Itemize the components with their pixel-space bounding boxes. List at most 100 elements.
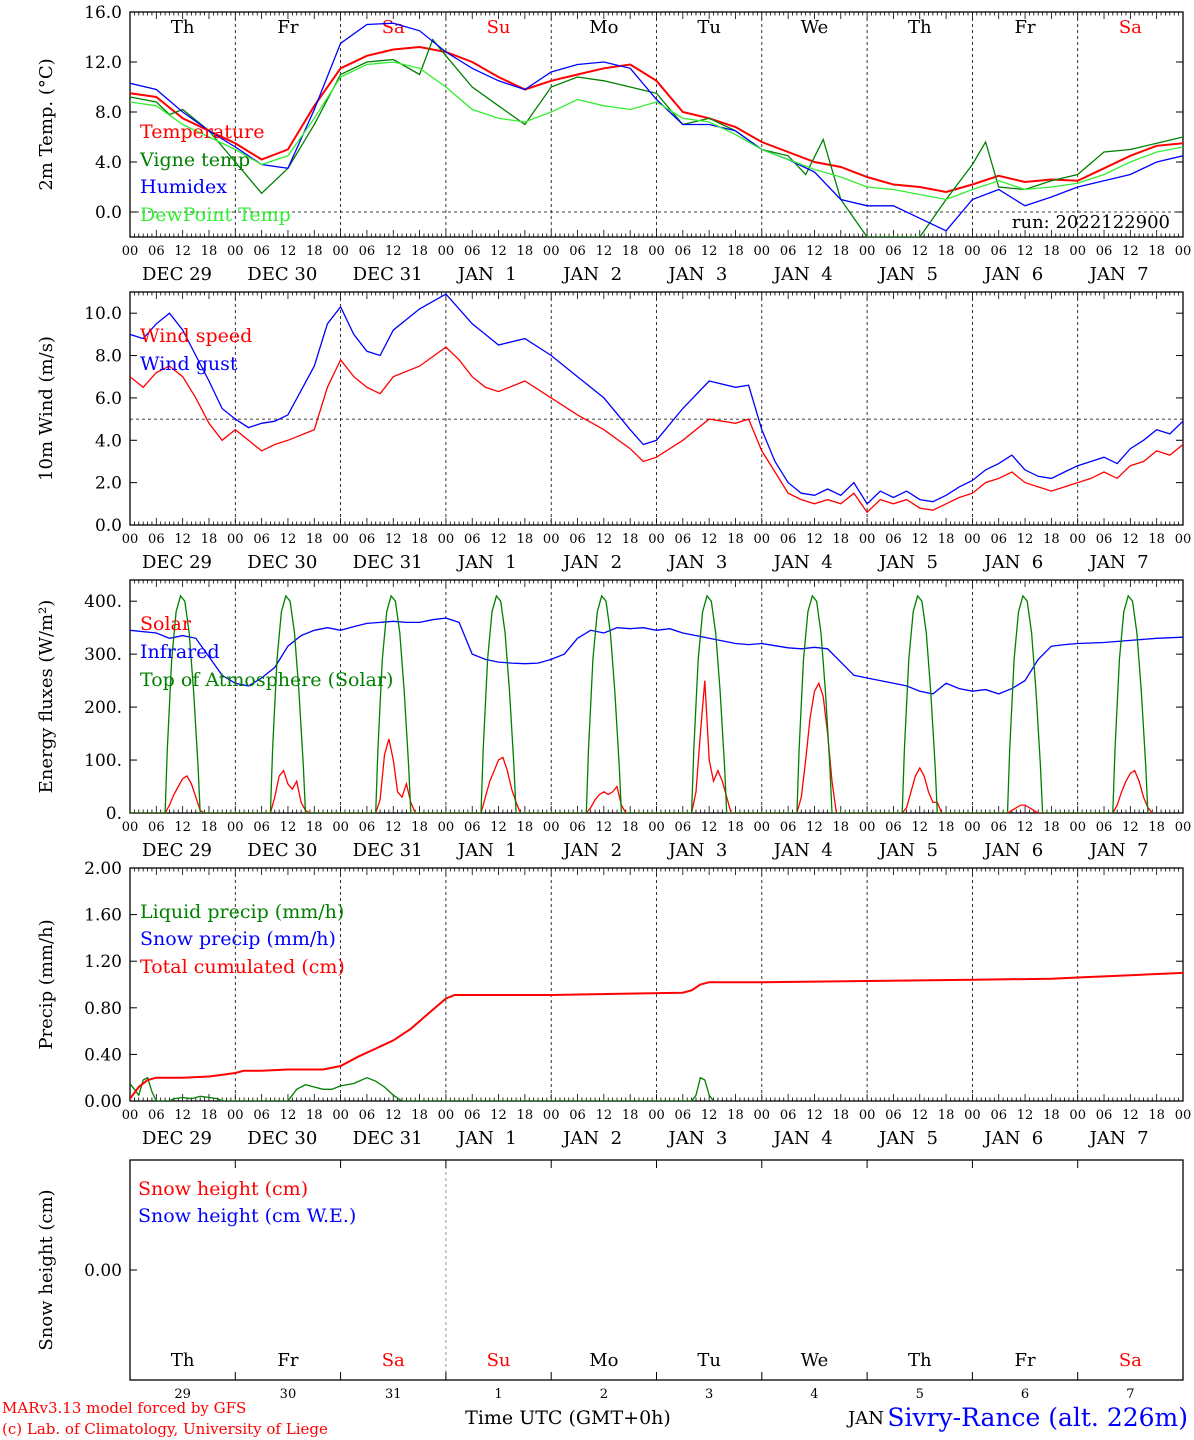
hour-tick-label: 00 bbox=[648, 1108, 665, 1123]
hour-tick-label: 18 bbox=[833, 244, 850, 259]
hour-tick-label: 18 bbox=[833, 532, 850, 547]
hour-tick-label: 18 bbox=[938, 820, 955, 835]
date-label: DEC 31 bbox=[353, 840, 423, 861]
hour-tick-label: 06 bbox=[464, 820, 481, 835]
panel-3: 0. 100. 200. 300. 400. Energy fluxes (W/m²) 00… bbox=[36, 579, 1192, 861]
hour-tick-label: 18 bbox=[622, 532, 639, 547]
x-axis-title: Time UTC (GMT+0h) bbox=[465, 1407, 671, 1429]
legend-entry: Snow precip (mm/h) bbox=[140, 928, 336, 950]
hour-tick-label: 00 bbox=[332, 532, 349, 547]
hour-tick-label: 00 bbox=[1175, 244, 1192, 259]
hour-tick-label: 12 bbox=[174, 532, 191, 547]
weekday-label: Tu bbox=[697, 17, 721, 38]
hour-tick-label: 18 bbox=[411, 820, 428, 835]
hour-tick-label: 00 bbox=[332, 244, 349, 259]
weekday-label: Sa bbox=[1119, 1350, 1142, 1371]
legend-entry: Solar bbox=[140, 613, 192, 635]
hour-tick-label: 06 bbox=[675, 820, 692, 835]
hour-tick-label: 00 bbox=[227, 1108, 244, 1123]
hour-tick-label: 18 bbox=[727, 1108, 744, 1123]
hour-tick-label: 06 bbox=[780, 820, 797, 835]
hour-tick-label: 06 bbox=[569, 820, 586, 835]
hour-tick-label: 06 bbox=[253, 1108, 270, 1123]
y-tick-label: 6.0 bbox=[95, 389, 122, 409]
hour-tick-label: 00 bbox=[1069, 244, 1086, 259]
y-tick-label: 1.60 bbox=[84, 906, 122, 926]
hour-tick-label: 12 bbox=[280, 532, 297, 547]
date-label: JAN 5 bbox=[877, 552, 938, 573]
hour-tick-label: 12 bbox=[385, 820, 402, 835]
hour-tick-label: 12 bbox=[1017, 532, 1034, 547]
hour-tick-label: 06 bbox=[253, 244, 270, 259]
legend-entry: Total cumulated (cm) bbox=[140, 956, 345, 978]
date-label: JAN 2 bbox=[561, 840, 622, 861]
weekday-label: Su bbox=[487, 17, 511, 38]
day-number-label: 29 bbox=[174, 1387, 191, 1402]
hour-tick-label: 12 bbox=[911, 244, 928, 259]
hour-tick-label: 18 bbox=[1043, 820, 1060, 835]
hour-tick-label: 12 bbox=[911, 1108, 928, 1123]
hour-tick-label: 06 bbox=[1096, 532, 1113, 547]
weekday-label: Th bbox=[171, 1350, 195, 1371]
hour-tick-label: 00 bbox=[122, 820, 139, 835]
hour-tick-label: 12 bbox=[490, 532, 507, 547]
hour-tick-label: 00 bbox=[1069, 1108, 1086, 1123]
hour-tick-label: 12 bbox=[596, 1108, 613, 1123]
hour-tick-label: 12 bbox=[806, 244, 823, 259]
legend-entry: Wind gust bbox=[140, 353, 238, 375]
hour-tick-label: 00 bbox=[227, 532, 244, 547]
hour-tick-label: 06 bbox=[885, 820, 902, 835]
hour-tick-label: 00 bbox=[1175, 1108, 1192, 1123]
y-tick-label: 4.0 bbox=[95, 153, 122, 173]
hour-tick-label: 06 bbox=[675, 532, 692, 547]
y-tick-label: 200. bbox=[84, 698, 122, 718]
date-label: JAN 6 bbox=[982, 840, 1043, 861]
station-title: Sivry-Rance (alt. 226m) bbox=[887, 1403, 1188, 1432]
hour-tick-label: 06 bbox=[253, 820, 270, 835]
hour-tick-label: 18 bbox=[411, 1108, 428, 1123]
weekday-label: Mo bbox=[589, 17, 618, 38]
hour-tick-label: 06 bbox=[464, 1108, 481, 1123]
day-number-label: 2 bbox=[600, 1387, 608, 1402]
y-axis-title: 2m Temp. (°C) bbox=[36, 58, 57, 190]
y-tick-label: 0.00 bbox=[84, 1261, 122, 1281]
hour-tick-label: 12 bbox=[596, 532, 613, 547]
series-line-1 bbox=[130, 680, 1153, 813]
series-line-2 bbox=[130, 38, 1183, 237]
hour-tick-label: 18 bbox=[517, 820, 534, 835]
date-label: JAN 3 bbox=[667, 264, 728, 285]
hour-tick-label: 00 bbox=[964, 1108, 981, 1123]
hour-tick-label: 18 bbox=[727, 532, 744, 547]
y-axis-title: Snow height (cm) bbox=[36, 1189, 57, 1350]
hour-tick-label: 12 bbox=[280, 244, 297, 259]
hour-tick-label: 00 bbox=[1175, 820, 1192, 835]
legend-entry: Vigne temp bbox=[139, 149, 250, 171]
hour-tick-label: 00 bbox=[438, 820, 455, 835]
hour-tick-label: 00 bbox=[859, 1108, 876, 1123]
date-label: JAN 3 bbox=[667, 840, 728, 861]
footer: MARv3.13 model forced by GFS (c) Lab. of … bbox=[2, 1399, 1188, 1438]
hour-tick-label: 12 bbox=[1122, 1108, 1139, 1123]
date-label: DEC 29 bbox=[142, 552, 212, 573]
y-tick-label: 0. bbox=[106, 804, 122, 824]
hour-tick-label: 06 bbox=[1096, 1108, 1113, 1123]
hour-tick-label: 12 bbox=[174, 244, 191, 259]
hour-tick-label: 12 bbox=[385, 1108, 402, 1123]
day-number-label: 5 bbox=[916, 1387, 924, 1402]
hour-tick-label: 18 bbox=[411, 244, 428, 259]
hour-tick-label: 06 bbox=[990, 532, 1007, 547]
hour-tick-label: 12 bbox=[174, 820, 191, 835]
series-line-3 bbox=[130, 971, 1183, 1100]
hour-tick-label: 12 bbox=[490, 244, 507, 259]
y-tick-label: 100. bbox=[84, 751, 122, 771]
date-label: DEC 30 bbox=[247, 264, 317, 285]
hour-tick-label: 00 bbox=[332, 820, 349, 835]
hour-tick-label: 06 bbox=[990, 1108, 1007, 1123]
y-tick-label: 0.40 bbox=[84, 1045, 122, 1065]
date-label: JAN 7 bbox=[1088, 1128, 1149, 1149]
series-line-2 bbox=[130, 293, 1183, 505]
hour-tick-label: 06 bbox=[253, 532, 270, 547]
hour-tick-label: 18 bbox=[1148, 820, 1165, 835]
weekday-label: Mo bbox=[589, 1350, 618, 1371]
